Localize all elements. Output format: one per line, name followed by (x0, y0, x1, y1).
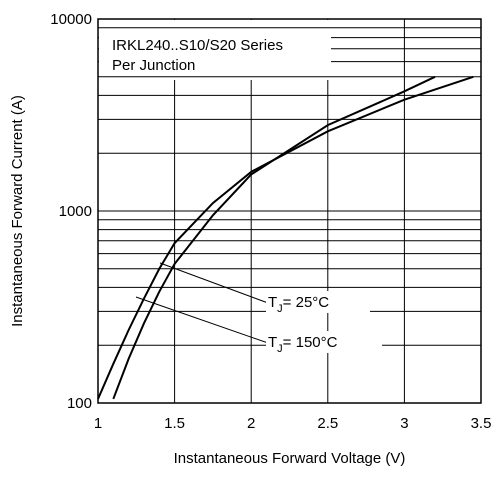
x-tick-label: 3.5 (471, 415, 492, 432)
annotation-t: T (268, 294, 277, 311)
annotation-leader (159, 262, 269, 304)
x-tick-label: 1.5 (164, 415, 185, 432)
y-tick-label: 10000 (50, 11, 92, 28)
plot-frame (97, 18, 482, 404)
annotation-rest: = 25°C (283, 294, 330, 311)
x-tick-label: 3 (400, 415, 408, 432)
legend-text: IRKL240..S10/S20 Series (112, 37, 283, 54)
x-tick-label: 1 (94, 415, 102, 432)
annotation: TJ= 25°C (268, 294, 329, 315)
annotation-box (266, 331, 382, 353)
overlay: 100 1000 10000 1 1.5 2 2.5 3 3.5 IRKL240..S10/S20… (9, 11, 491, 467)
curves (97, 75, 474, 400)
annotation-t: T (268, 334, 277, 351)
annotation-leader (135, 296, 269, 344)
curve (97, 75, 474, 400)
annotation-sub: J (277, 343, 283, 355)
curve (112, 75, 436, 400)
annotation-sub: J (277, 303, 283, 315)
annotation: TJ= 150°C (268, 334, 338, 355)
y-axis-label: Instantaneous Forward Current (A) (9, 95, 26, 327)
annotation-rest: = 150°C (283, 334, 338, 351)
x-tick-label: 2 (247, 415, 255, 432)
x-tick-label: 2.5 (317, 415, 338, 432)
annotation-box (266, 291, 370, 313)
y-tick-label: 100 (67, 395, 92, 412)
x-axis-label: Instantaneous Forward Voltage (V) (174, 450, 406, 467)
y-tick-label: 1000 (59, 203, 92, 220)
legend-text: Per Junction (112, 57, 195, 74)
legend-box (99, 20, 331, 80)
